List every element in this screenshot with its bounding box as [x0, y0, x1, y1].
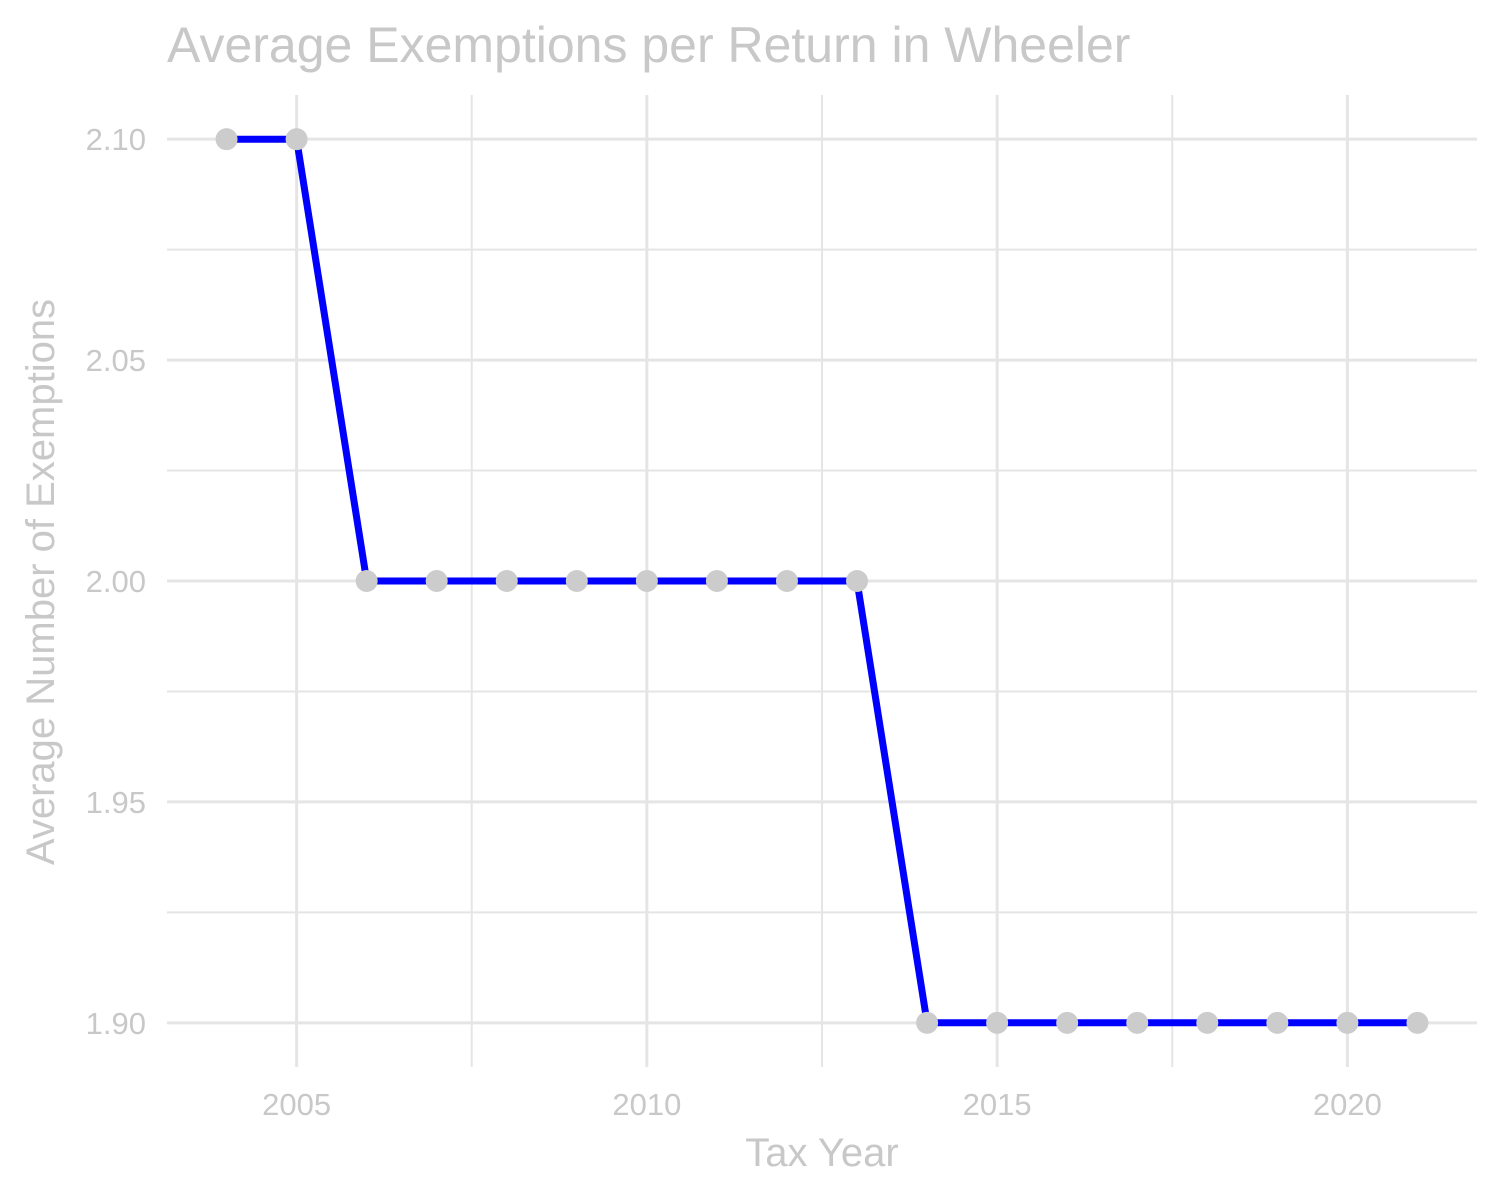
x-axis-title: Tax Year: [745, 1131, 898, 1175]
data-point: [1406, 1011, 1429, 1034]
data-point: [1126, 1011, 1149, 1034]
data-point: [215, 128, 238, 151]
data-point: [1266, 1011, 1289, 1034]
data-point: [635, 570, 658, 592]
data-point: [1196, 1011, 1219, 1034]
data-point: [565, 570, 588, 592]
data-point: [1056, 1011, 1079, 1034]
x-tick-label: 2010: [612, 1087, 681, 1122]
data-point: [355, 570, 378, 592]
data-points-layer: [215, 128, 1429, 1034]
data-point: [705, 570, 728, 592]
y-tick-label: 2.00: [86, 564, 146, 599]
data-point: [425, 570, 448, 592]
data-point: [285, 128, 308, 151]
data-point: [916, 1011, 939, 1034]
chart-title: Average Exemptions per Return in Wheeler: [167, 17, 1130, 73]
y-tick-label: 1.95: [86, 785, 146, 820]
data-point: [1336, 1011, 1359, 1034]
data-point: [846, 570, 869, 592]
x-tick-label: 2015: [963, 1087, 1032, 1122]
data-point: [986, 1011, 1009, 1034]
series-line: [226, 135, 1418, 1027]
x-axis-tick-labels: 2005 2010 2015 2020: [262, 1087, 1382, 1122]
series-line-layer: [226, 135, 1418, 1027]
y-tick-label: 2.10: [86, 122, 146, 157]
x-tick-label: 2020: [1313, 1087, 1382, 1122]
x-tick-label: 2005: [262, 1087, 331, 1122]
y-tick-label: 1.90: [86, 1006, 146, 1041]
y-axis-title: Average Number of Exemptions: [19, 299, 63, 865]
data-point: [495, 570, 518, 592]
y-tick-label: 2.05: [86, 343, 146, 378]
data-point: [775, 570, 798, 592]
y-axis-tick-labels: 1.90 1.95 2.00 2.05 2.10: [86, 122, 146, 1041]
